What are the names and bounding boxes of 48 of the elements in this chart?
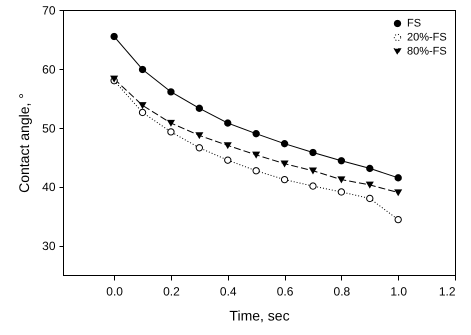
point xyxy=(280,140,288,148)
point xyxy=(110,32,118,40)
x-tick-label: 0.8 xyxy=(334,284,351,298)
x-tick-label: 1.2 xyxy=(438,284,456,298)
point xyxy=(338,188,346,196)
x-tick-label: 0.4 xyxy=(220,284,237,298)
point xyxy=(138,108,146,116)
point xyxy=(138,66,146,74)
y-tick-label: 70 xyxy=(42,4,56,18)
y-tick-label: 40 xyxy=(42,180,56,194)
y-tick-label: 30 xyxy=(42,239,56,254)
point xyxy=(196,144,204,152)
legend-label: FS xyxy=(407,18,422,30)
point xyxy=(366,182,374,188)
point xyxy=(394,174,402,182)
point xyxy=(252,152,260,158)
point xyxy=(224,142,232,149)
x-tick-label: 1.0 xyxy=(390,284,408,298)
point xyxy=(309,168,317,174)
y-axis-title: Contact angle, ° xyxy=(16,93,32,193)
point xyxy=(309,182,317,190)
point xyxy=(338,176,346,183)
point xyxy=(366,194,374,202)
point xyxy=(167,120,175,126)
point xyxy=(224,156,232,164)
x-tick-label: 0.0 xyxy=(106,284,124,298)
point xyxy=(280,160,288,167)
x-tick-label: 0.2 xyxy=(163,284,180,298)
point xyxy=(338,157,346,164)
point xyxy=(224,119,232,127)
legend-label: 80%-FS xyxy=(407,46,447,58)
point xyxy=(167,128,175,136)
point xyxy=(138,102,146,109)
point xyxy=(252,130,260,138)
point xyxy=(196,132,204,139)
legend-label: 20%-FS xyxy=(407,32,447,44)
point xyxy=(366,164,374,172)
y-tick-label: 50 xyxy=(42,121,56,136)
y-tick-label: 60 xyxy=(42,62,56,76)
point xyxy=(394,216,402,224)
x-tick-label: 0.6 xyxy=(276,284,294,298)
point xyxy=(252,167,260,174)
point xyxy=(394,189,402,196)
point xyxy=(280,176,288,184)
point xyxy=(309,148,317,156)
point xyxy=(196,104,204,112)
x-axis-title: Time, sec xyxy=(229,308,290,324)
point xyxy=(167,88,175,96)
